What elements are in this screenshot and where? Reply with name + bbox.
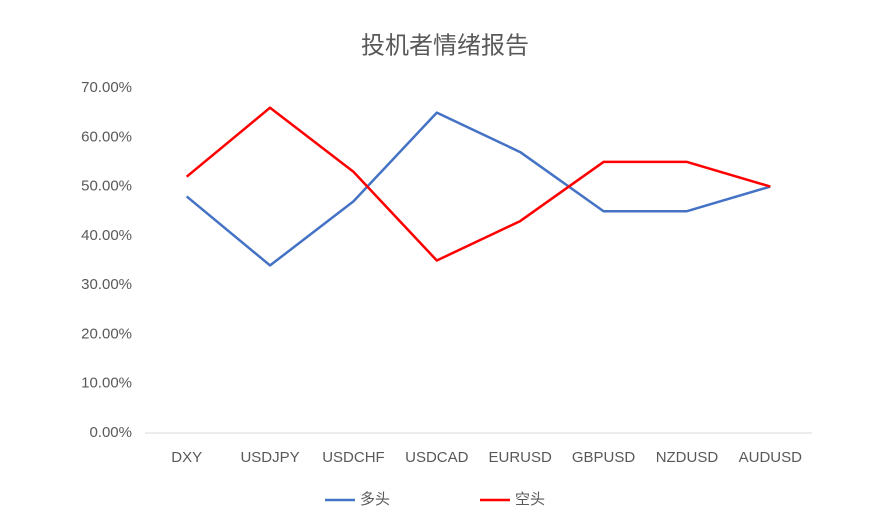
legend-label: 多头 xyxy=(360,491,390,508)
series-line xyxy=(185,111,771,267)
y-tick-label: 10.00% xyxy=(81,375,132,392)
y-tick-label: 70.00% xyxy=(81,79,132,96)
y-tick-label: 20.00% xyxy=(81,325,132,342)
y-tick-label: 50.00% xyxy=(81,178,132,195)
chart-title: 投机者情绪报告 xyxy=(361,32,529,59)
series-line xyxy=(185,106,771,262)
x-tick-label: USDCAD xyxy=(405,449,469,466)
x-tick-label: USDCHF xyxy=(322,449,385,466)
x-tick-label: DXY xyxy=(171,449,202,466)
legend-label: 空头 xyxy=(515,491,545,508)
x-tick-label: AUDUSD xyxy=(739,449,803,466)
y-tick-label: 30.00% xyxy=(81,276,132,293)
x-tick-label: USDJPY xyxy=(240,449,299,466)
y-tick-label: 40.00% xyxy=(81,227,132,244)
y-tick-label: 60.00% xyxy=(81,128,132,145)
x-tick-label: EURUSD xyxy=(489,449,553,466)
y-tick-label: 0.00% xyxy=(89,424,132,441)
x-tick-label: NZDUSD xyxy=(656,449,719,466)
x-tick-label: GBPUSD xyxy=(572,449,636,466)
